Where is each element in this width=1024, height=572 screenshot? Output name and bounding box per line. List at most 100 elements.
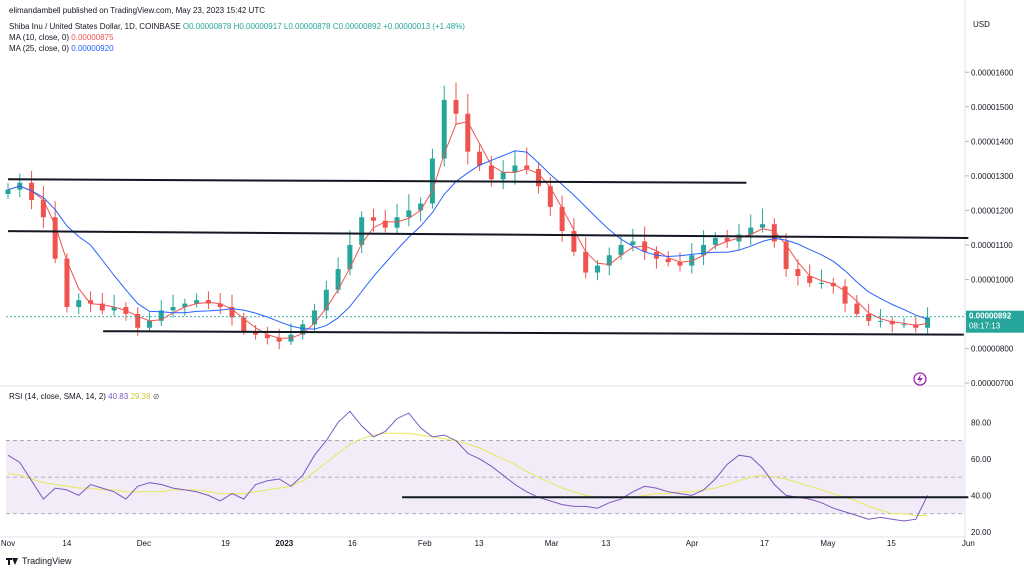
candle-body — [877, 320, 883, 322]
candle-body — [795, 269, 801, 276]
candle-body — [300, 324, 306, 335]
candle-body — [925, 317, 931, 328]
ma10-value: 0.00000875 — [71, 33, 114, 42]
candle-body — [146, 320, 152, 328]
rsi-tick-label: 60.00 — [971, 455, 992, 464]
candle-body — [712, 237, 718, 245]
ma25-label: MA (25, close, 0) — [9, 44, 70, 53]
ohlc-low: L0.00000878 — [283, 22, 331, 31]
candle-body — [453, 99, 459, 114]
ma10-legend[interactable]: MA (10, close, 0) 0.00000875 — [9, 33, 114, 43]
candle-body — [477, 151, 483, 166]
tradingview-logo-icon — [6, 557, 19, 566]
candle-body — [465, 113, 471, 152]
symbol-title: Shiba Inu / United States Dollar, 1D, CO… — [9, 22, 181, 31]
candle-body — [441, 99, 447, 159]
candle-body — [536, 168, 542, 187]
candle-body — [500, 172, 506, 180]
rsi-ma-line — [7, 432, 928, 516]
rsi-ma-value: 29.38 — [130, 392, 151, 401]
time-tick-label: Mar — [545, 539, 559, 548]
publisher-line: elimandambell published on TradingView.c… — [9, 6, 265, 15]
candle-body — [724, 237, 730, 242]
price-tick-label: 0.00001300 — [971, 172, 1014, 181]
price-tick-label: 0.00001100 — [971, 241, 1013, 250]
ma25-value: 0.00000920 — [71, 44, 114, 53]
candle-body — [889, 320, 895, 325]
rsi-value: 40.83 — [108, 392, 129, 401]
candle-body — [689, 255, 695, 266]
candle-body — [571, 231, 577, 252]
candle-body — [818, 282, 824, 284]
candle-body — [5, 189, 11, 195]
trend-line — [7, 178, 747, 184]
tradingview-footer[interactable]: TradingView — [6, 556, 72, 566]
time-tick-label: 17 — [760, 539, 769, 548]
candle-body — [76, 300, 82, 308]
candle-body — [394, 217, 400, 228]
candle-body — [99, 303, 105, 311]
candle-body — [630, 241, 636, 245]
candle-body — [488, 165, 494, 180]
time-tick-label: 14 — [62, 539, 71, 548]
candle-body — [771, 224, 777, 242]
candle-body — [194, 300, 200, 304]
candle-body — [111, 307, 117, 311]
countdown-label: 08:17:13 — [969, 322, 1001, 331]
candle-body — [913, 324, 919, 328]
time-tick-label: Jun — [962, 539, 975, 548]
candle-body — [807, 275, 813, 283]
rsi-tick-label: 20.00 — [971, 528, 992, 537]
candle-body — [182, 303, 188, 308]
rsi-label: RSI (14, close, SMA, 14, 2) — [9, 392, 106, 401]
candle-body — [241, 317, 247, 332]
candle-body — [701, 244, 707, 256]
rsi-tick-label: 40.00 — [971, 491, 992, 500]
trend-line — [103, 330, 964, 336]
time-tick-label: 13 — [602, 539, 611, 548]
candle-body — [40, 200, 46, 218]
time-tick-label: 19 — [221, 539, 230, 548]
last-price-label: 0.00000892 — [969, 312, 1012, 321]
ma25-legend[interactable]: MA (25, close, 0) 0.00000920 — [9, 44, 114, 54]
price-tick-label: 0.00001600 — [971, 68, 1014, 77]
candle-body — [606, 255, 612, 266]
candle-body — [406, 210, 412, 218]
time-tick-label: 15 — [887, 539, 896, 548]
ohlc-high: H0.00000917 — [233, 22, 282, 31]
candle-body — [677, 262, 683, 266]
price-tick-label: 0.00000700 — [971, 379, 1014, 388]
time-tick-label: 16 — [348, 539, 357, 548]
candle-body — [748, 227, 754, 235]
time-tick-label: Apr — [686, 539, 699, 548]
ma10-label: MA (10, close, 0) — [9, 33, 70, 42]
lightning-icon — [913, 372, 927, 386]
candle-body — [583, 251, 589, 273]
rsi-legend[interactable]: RSI (14, close, SMA, 14, 2) 40.83 29.38 … — [9, 392, 159, 402]
candle-body — [382, 220, 388, 228]
price-tick-label: 0.00001000 — [971, 275, 1014, 284]
candle-body — [512, 165, 518, 173]
eye-icon[interactable]: ⊘ — [152, 392, 160, 401]
candle-body — [854, 303, 860, 314]
candle-body — [158, 310, 164, 321]
candle-body — [264, 334, 270, 339]
candle-body — [359, 217, 365, 245]
trend-line — [7, 230, 969, 239]
candle-body — [760, 224, 766, 228]
time-tick-label: Nov — [1, 539, 15, 548]
ohlc-open: O0.00000878 — [182, 22, 232, 31]
candle-body — [64, 258, 70, 308]
price-tick-label: 0.00001400 — [971, 137, 1014, 146]
ma25-line — [7, 150, 928, 330]
lightning-bolt-icon — [917, 374, 923, 384]
candle-body — [594, 265, 600, 273]
currency-label: USD — [973, 20, 990, 29]
time-tick-label: 13 — [475, 539, 484, 548]
candle-body — [135, 313, 141, 328]
candle-body — [312, 310, 318, 325]
candle-body — [830, 282, 836, 287]
candle-body — [217, 303, 223, 308]
candle-body — [559, 206, 565, 232]
